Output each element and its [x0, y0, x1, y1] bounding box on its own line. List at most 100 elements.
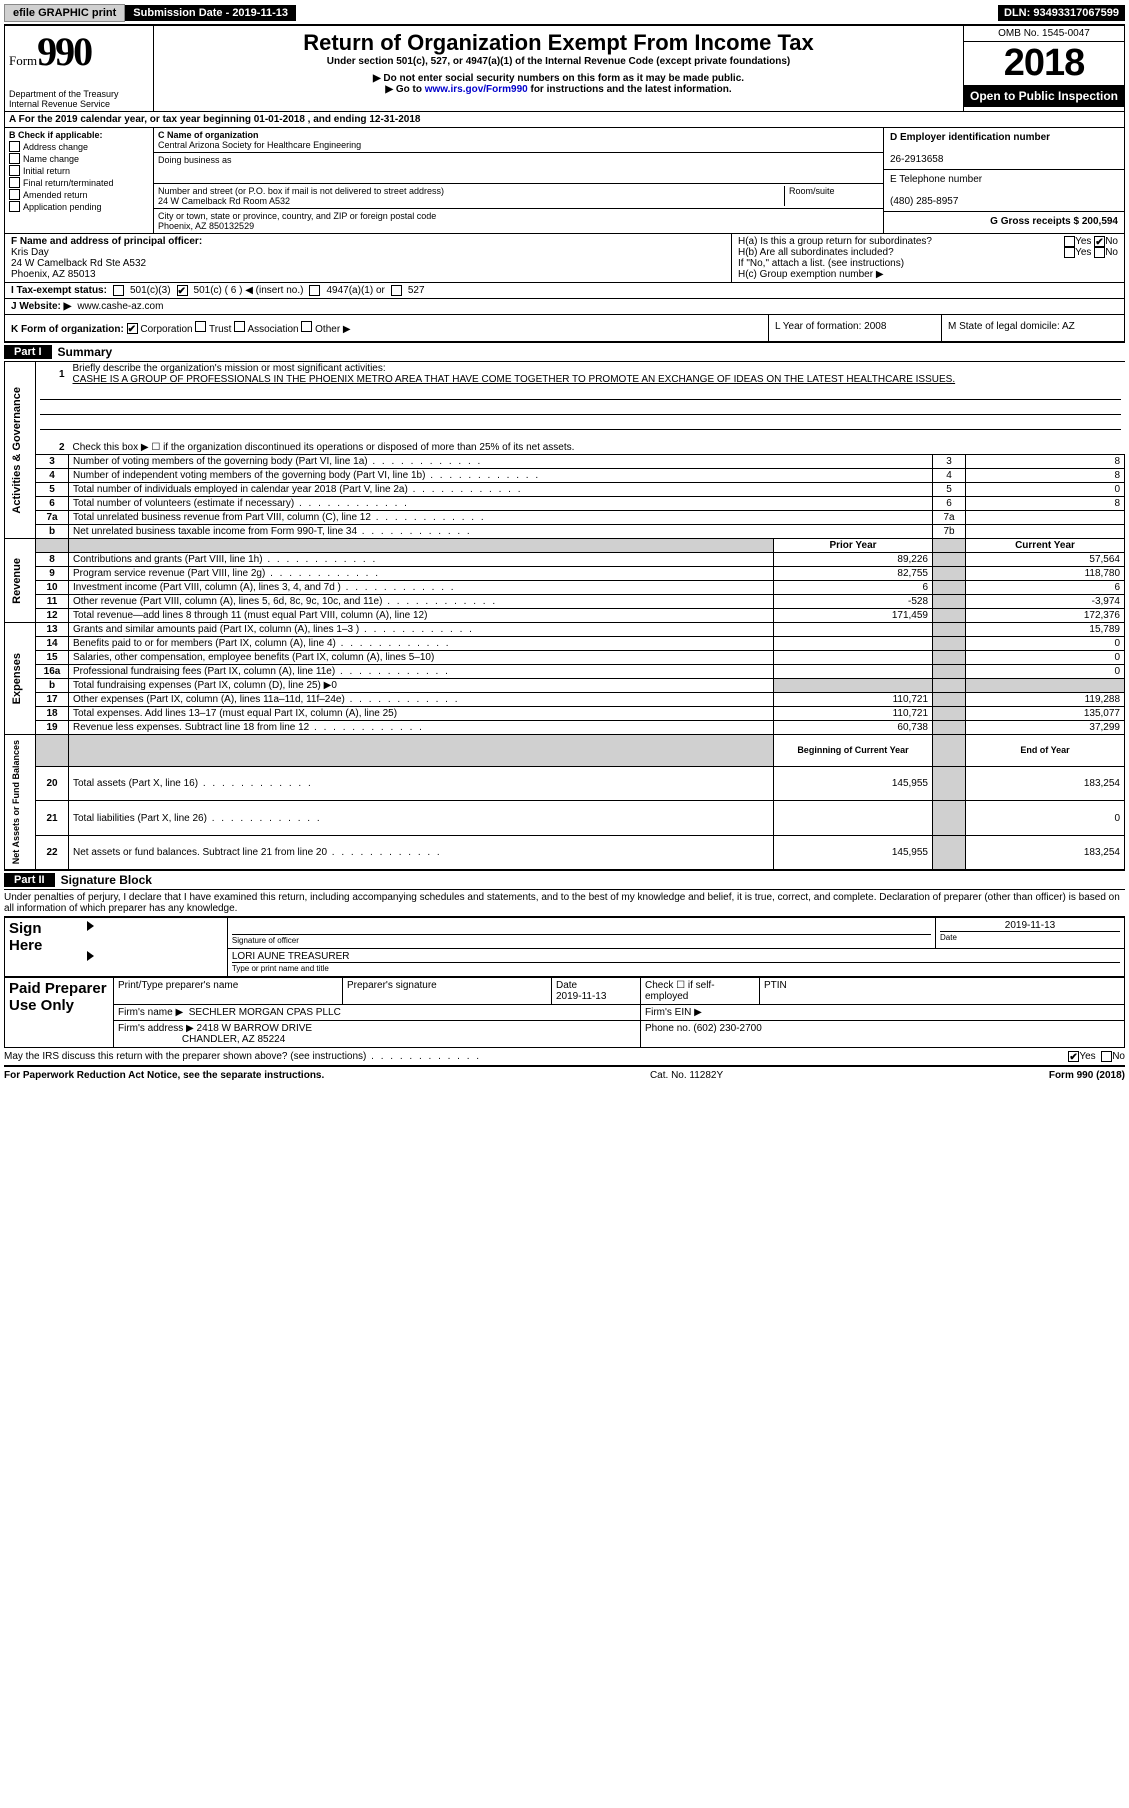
cb-assoc[interactable] [234, 321, 245, 332]
cb-501c3[interactable] [113, 285, 124, 296]
instruction-1: ▶ Do not enter social security numbers o… [158, 73, 959, 84]
label-ein: D Employer identification number [890, 132, 1050, 143]
irs-label: Internal Revenue Service [9, 99, 149, 109]
label-form-org: K Form of organization: [11, 324, 124, 335]
ha-yes-box[interactable] [1064, 236, 1075, 247]
current-year-header: Current Year [966, 539, 1125, 553]
part1-title: Summary [52, 343, 119, 361]
line2-text: Check this box ▶ ☐ if the organization d… [69, 441, 1125, 455]
ptin-label: PTIN [760, 978, 1125, 1005]
dept-label: Department of the Treasury [9, 89, 149, 99]
ha-no-box[interactable]: ✔ [1094, 236, 1105, 247]
form990-link[interactable]: www.irs.gov/Form990 [425, 84, 528, 95]
part2-title: Signature Block [55, 871, 158, 889]
hc-label: H(c) Group exemption number ▶ [738, 269, 1118, 280]
form-subtitle: Under section 501(c), 527, or 4947(a)(1)… [158, 56, 959, 67]
ein-value: 26-2913658 [890, 154, 943, 165]
paid-preparer-table: Paid Preparer Use Only Print/Type prepar… [4, 977, 1125, 1048]
officer-addr1: 24 W Camelback Rd Ste A532 [11, 258, 146, 269]
footer-cat: Cat. No. 11282Y [324, 1070, 1049, 1081]
label-city: City or town, state or province, country… [158, 211, 436, 221]
label-phone: E Telephone number [890, 174, 982, 185]
label-address: Number and street (or P.O. box if mail i… [158, 186, 444, 196]
cb-4947[interactable] [309, 285, 320, 296]
label-room: Room/suite [789, 186, 835, 196]
ha-label: H(a) Is this a group return for subordin… [738, 236, 1064, 247]
form-number: Form990 [9, 28, 149, 75]
label-org-name: C Name of organization [158, 130, 259, 140]
dln-label: DLN: 93493317067599 [998, 5, 1125, 21]
end-year-header: End of Year [966, 735, 1125, 767]
form-title: Return of Organization Exempt From Incom… [158, 30, 959, 56]
vert-revenue: Revenue [9, 554, 25, 608]
part2-head: Part II [4, 873, 55, 887]
vert-expenses: Expenses [9, 649, 25, 708]
firm-addr1: 2418 W BARROW DRIVE [197, 1023, 313, 1034]
prep-name-label: Print/Type preparer's name [114, 978, 343, 1005]
cb-501c[interactable]: ✔ [177, 285, 188, 296]
officer-addr2: Phoenix, AZ 85013 [11, 269, 96, 280]
city-state-zip: Phoenix, AZ 850132529 [158, 221, 254, 231]
vert-netassets: Net Assets or Fund Balances [9, 736, 23, 868]
firm-addr2: CHANDLER, AZ 85224 [182, 1034, 285, 1045]
checkbox-final-return[interactable] [9, 177, 20, 188]
vert-activities: Activities & Governance [9, 383, 25, 518]
firm-name: SECHLER MORGAN CPAS PLLC [189, 1007, 341, 1018]
col-b-checkboxes: B Check if applicable: Address change Na… [5, 128, 154, 233]
form-header: Form990 Department of the Treasury Inter… [4, 24, 1125, 112]
sig-officer-label: Signature of officer [232, 936, 299, 945]
discuss-yes-box[interactable]: ✔ [1068, 1051, 1079, 1062]
prior-year-header: Prior Year [774, 539, 933, 553]
discuss-row: May the IRS discuss this return with the… [4, 1048, 1125, 1067]
prep-sig-label: Preparer's signature [343, 978, 552, 1005]
part1-head: Part I [4, 345, 52, 359]
gross-receipts: G Gross receipts $ 200,594 [990, 216, 1118, 227]
row-a-period: A For the 2019 calendar year, or tax yea… [4, 112, 1125, 128]
efile-button[interactable]: efile GRAPHIC print [4, 4, 125, 22]
submission-date: Submission Date - 2019-11-13 [125, 5, 296, 21]
footer-left: For Paperwork Reduction Act Notice, see … [4, 1070, 324, 1081]
officer-name: Kris Day [11, 247, 49, 258]
hb-label: H(b) Are all subordinates included? [738, 247, 1064, 258]
declaration-text: Under penalties of perjury, I declare th… [4, 890, 1125, 917]
firm-ein-label: Firm's EIN ▶ [641, 1005, 1125, 1021]
caret-icon-2 [87, 951, 94, 961]
officer-printed-name: LORI AUNE TREASURER [232, 951, 1120, 963]
sig-date: 2019-11-13 [940, 920, 1120, 932]
omb-number: OMB No. 1545-0047 [964, 26, 1124, 42]
discuss-no-box[interactable] [1101, 1051, 1112, 1062]
label-officer: F Name and address of principal officer: [11, 236, 202, 247]
summary-table: Activities & Governance 1 Briefly descri… [4, 362, 1125, 870]
state-domicile: M State of legal domicile: AZ [942, 315, 1124, 341]
cb-corp[interactable]: ✔ [127, 323, 138, 334]
website-value: www.cashe-az.com [77, 301, 163, 312]
instruction-2: ▶ Go to www.irs.gov/Form990 for instruct… [158, 84, 959, 95]
mission-text: CASHE IS A GROUP OF PROFESSIONALS IN THE… [73, 374, 956, 385]
top-toolbar: efile GRAPHIC print Submission Date - 20… [4, 4, 1125, 22]
open-inspection: Open to Public Inspection [964, 85, 1124, 107]
checkbox-pending[interactable] [9, 201, 20, 212]
cb-other[interactable] [301, 321, 312, 332]
cb-trust[interactable] [195, 321, 206, 332]
sig-date-label: Date [940, 933, 957, 942]
address: 24 W Camelback Rd Room A532 [158, 196, 290, 206]
checkbox-amended[interactable] [9, 189, 20, 200]
label-website: J Website: ▶ [11, 301, 71, 312]
checkbox-address-change[interactable] [9, 141, 20, 152]
hb-note: If "No," attach a list. (see instruction… [738, 258, 1118, 269]
hb-no-box[interactable] [1094, 247, 1105, 258]
checkbox-initial-return[interactable] [9, 165, 20, 176]
org-name: Central Arizona Society for Healthcare E… [158, 140, 361, 150]
hb-yes-box[interactable] [1064, 247, 1075, 258]
checkbox-name-change[interactable] [9, 153, 20, 164]
self-employed-check: Check ☐ if self-employed [641, 978, 760, 1005]
cb-527[interactable] [391, 285, 402, 296]
label-dba: Doing business as [158, 155, 232, 165]
page-footer: For Paperwork Reduction Act Notice, see … [4, 1067, 1125, 1081]
sign-here-label: Sign Here [5, 918, 84, 977]
label-tax-status: I Tax-exempt status: [11, 285, 107, 296]
phone-value: (480) 285-8957 [890, 196, 958, 207]
tax-year: 2018 [964, 42, 1124, 85]
prep-date: 2019-11-13 [556, 991, 606, 1002]
signature-table: Sign Here Signature of officer 2019-11-1… [4, 917, 1125, 977]
